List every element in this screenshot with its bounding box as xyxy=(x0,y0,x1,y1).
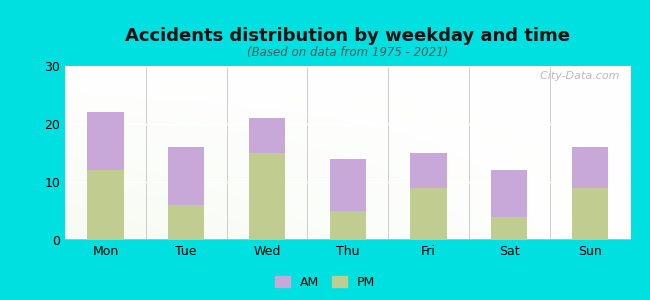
Legend: AM, PM: AM, PM xyxy=(270,271,380,294)
Bar xyxy=(410,188,447,240)
Bar xyxy=(410,153,447,188)
Bar xyxy=(249,118,285,153)
Bar xyxy=(87,112,124,170)
Text: (Based on data from 1975 - 2021): (Based on data from 1975 - 2021) xyxy=(247,46,448,59)
Bar xyxy=(572,188,608,240)
Bar xyxy=(168,147,204,205)
Bar xyxy=(491,217,528,240)
Bar xyxy=(330,211,366,240)
Bar xyxy=(330,159,366,211)
Bar xyxy=(249,153,285,240)
Title: Accidents distribution by weekday and time: Accidents distribution by weekday and ti… xyxy=(125,27,570,45)
Bar xyxy=(168,205,204,240)
Bar xyxy=(491,170,528,217)
Text: City-Data.com: City-Data.com xyxy=(533,71,619,81)
Bar xyxy=(87,170,124,240)
Bar xyxy=(572,147,608,188)
